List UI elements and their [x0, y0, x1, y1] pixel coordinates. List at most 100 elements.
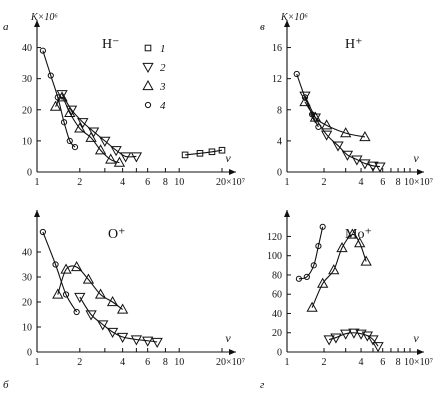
- data-point: [359, 130, 371, 142]
- ion-label: H⁺: [345, 37, 363, 52]
- x-tick-label: 10×10⁷: [404, 357, 434, 368]
- panel-label: в: [260, 21, 265, 33]
- x-tick-label: 20×10⁷: [216, 357, 246, 368]
- x-tick-label: 2: [77, 357, 82, 368]
- x-tick-label: 10×10⁷: [404, 177, 434, 188]
- data-point: [73, 308, 80, 316]
- x-tick-label: 2: [322, 357, 327, 368]
- y-tick-label: 20: [272, 328, 282, 339]
- series-curve: [79, 296, 158, 343]
- data-point: [141, 336, 154, 347]
- x-tick-label: 10: [174, 357, 184, 368]
- y-tick-label: 0: [277, 348, 282, 359]
- series-curve: [185, 149, 223, 156]
- x-tick-label: 6: [380, 177, 385, 188]
- y-tick-label: 0: [277, 168, 282, 179]
- data-point: [77, 118, 89, 129]
- data-point: [52, 288, 64, 299]
- y-tick-label: 10: [22, 136, 32, 147]
- x-tick-label: 4: [359, 357, 364, 368]
- data-point: [354, 237, 366, 248]
- data-point: [130, 152, 143, 163]
- data-point: [70, 260, 83, 272]
- data-point: [303, 273, 310, 280]
- data-point: [367, 335, 379, 346]
- panel-b: 1 2 4 6 8 10 20×10⁷ 0 10 20 30 40 v б O⁺: [3, 210, 246, 391]
- data-point: [372, 342, 384, 353]
- x-tick-label: 1: [285, 357, 290, 368]
- data-point: [336, 241, 348, 253]
- x-tick-label: 2: [322, 177, 327, 188]
- data-point: [106, 295, 119, 307]
- x-axis-label: v: [225, 151, 231, 165]
- x-tick-label: 1: [285, 177, 290, 188]
- data-point: [74, 122, 86, 133]
- data-point: [317, 277, 329, 288]
- panel-label: б: [3, 379, 9, 391]
- y-axis-label: K×10⁶: [30, 12, 58, 23]
- data-point: [306, 301, 318, 312]
- y-tick-label: 20: [22, 298, 32, 309]
- legend-label: 1: [160, 43, 166, 55]
- y-tick-label: 0: [27, 348, 32, 359]
- x-tick-label: 10: [174, 177, 184, 188]
- data-point: [52, 261, 59, 268]
- data-point: [360, 255, 372, 266]
- panel-label: г: [260, 379, 265, 391]
- y-tick-label: 120: [267, 232, 282, 243]
- y-tick-label: 80: [272, 270, 282, 281]
- y-tick-label: 40: [22, 248, 32, 259]
- y-tick-label: 0: [27, 168, 32, 179]
- x-axis-label: v: [225, 331, 231, 345]
- data-point: [119, 152, 132, 163]
- legend-label: 4: [160, 100, 166, 112]
- series-curve: [304, 95, 381, 168]
- data-point: [74, 292, 86, 304]
- data-point: [348, 328, 360, 339]
- data-point: [208, 148, 216, 156]
- data-point: [116, 303, 129, 314]
- data-point: [218, 146, 226, 154]
- y-tick-label: 30: [22, 273, 32, 284]
- data-point: [293, 70, 300, 78]
- data-point: [106, 327, 119, 339]
- y-axis-label: K×10⁶: [280, 12, 308, 23]
- data-point: [295, 275, 303, 282]
- data-point: [181, 151, 189, 159]
- data-point: [315, 242, 322, 250]
- x-tick-label: 8: [396, 357, 401, 368]
- data-point: [49, 100, 62, 111]
- x-tick-label: 4: [120, 177, 125, 188]
- y-tick-label: 4: [277, 136, 282, 147]
- x-axis-arrow: [417, 169, 424, 175]
- legend-marker: [142, 62, 154, 74]
- y-tick-label: 10: [22, 323, 32, 334]
- y-tick-label: 20: [22, 105, 32, 116]
- series-curve: [55, 96, 120, 164]
- data-point: [62, 291, 70, 298]
- legend-label: 3: [159, 81, 166, 93]
- data-point: [332, 141, 344, 152]
- x-axis-arrow: [229, 349, 236, 355]
- data-point: [85, 310, 97, 321]
- data-point: [65, 105, 78, 116]
- y-tick-label: 16: [272, 43, 282, 54]
- x-axis-label: v: [413, 331, 419, 345]
- x-tick-label: 2: [77, 177, 82, 188]
- data-point: [56, 90, 68, 101]
- x-tick-label: 8: [163, 357, 168, 368]
- data-point: [151, 337, 163, 349]
- data-point: [328, 264, 340, 275]
- data-point: [359, 159, 371, 170]
- x-tick-label: 1: [35, 177, 40, 188]
- ion-label: O⁺: [108, 227, 126, 242]
- data-point: [66, 137, 73, 144]
- data-point: [105, 153, 117, 164]
- x-tick-label: 4: [120, 357, 125, 368]
- y-axis-arrow: [284, 20, 290, 27]
- x-axis-arrow: [229, 169, 236, 175]
- x-tick-label: 8: [163, 177, 168, 188]
- series-curve: [298, 226, 324, 280]
- data-point: [341, 150, 354, 161]
